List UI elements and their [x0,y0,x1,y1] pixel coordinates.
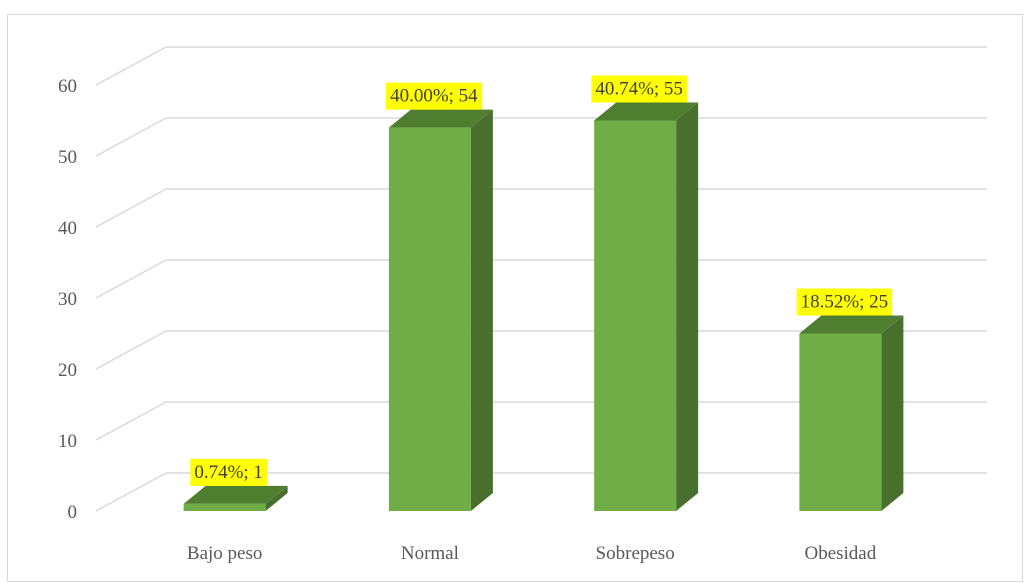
data-label: 18.52%; 25 [796,288,893,316]
y-tick-label: 30 [58,289,77,310]
gridline-depth-0 [95,472,167,512]
bar-sobrepeso [594,102,699,511]
y-tick-label: 60 [58,76,77,97]
bar-top [388,109,493,128]
y-tick-label: 50 [58,147,77,168]
gridline-depth-10 [95,401,167,441]
bar-front [183,503,266,511]
data-labels: 0.74%; 1 40.00%; 54 40.74%; 55 18.52%; 25 [190,75,893,486]
y-axis: 0 10 20 30 40 50 60 [58,76,77,523]
data-label-background [591,75,687,103]
x-category-label: Bajo peso [187,543,262,564]
gridline-depth-20 [95,330,167,370]
data-label: 40.74%; 55 [591,75,687,103]
gridline-depth-30 [95,259,167,299]
x-category-label: Obesidad [804,543,876,564]
y-tick-label: 20 [58,360,77,381]
bar-front [388,127,471,511]
data-label-text: 0.74%; 1 [194,462,263,483]
data-label: 0.74%; 1 [190,458,267,486]
bar-side [470,109,493,511]
gridline-depth-40 [95,188,167,228]
bar-obesidad [799,315,904,511]
data-label-background [190,458,267,486]
gridline-depth-60 [95,46,167,86]
data-label-text: 40.74%; 55 [595,79,683,100]
gridline-depth-50 [95,117,167,157]
bar-top [594,102,699,121]
bar-bajo-peso [183,485,288,511]
bar-side [881,315,904,511]
data-label-background [386,82,483,110]
data-label-background [796,288,893,316]
y-tick-label: 40 [58,218,77,239]
bar-front [594,120,677,511]
bar-side [265,485,288,511]
bar-normal [388,109,493,511]
bar-front [799,333,882,511]
x-category-label: Normal [401,543,459,564]
y-tick-label: 10 [58,431,77,452]
data-label-text: 40.00%; 54 [390,86,478,107]
bar-top [183,485,288,504]
data-label-text: 18.52%; 25 [801,292,889,313]
bar-top [799,315,904,334]
y-tick-label: 0 [68,502,78,523]
data-label: 40.00%; 54 [386,82,483,110]
x-category-label: Sobrepeso [596,543,675,564]
bar-side [676,102,699,511]
x-axis: Bajo peso Normal Sobrepeso Obesidad [187,543,877,564]
bars [183,102,904,511]
